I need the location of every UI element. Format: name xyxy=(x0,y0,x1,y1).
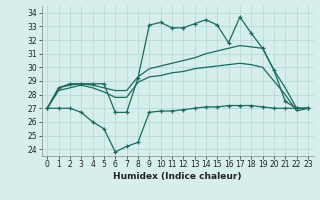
X-axis label: Humidex (Indice chaleur): Humidex (Indice chaleur) xyxy=(113,172,242,181)
